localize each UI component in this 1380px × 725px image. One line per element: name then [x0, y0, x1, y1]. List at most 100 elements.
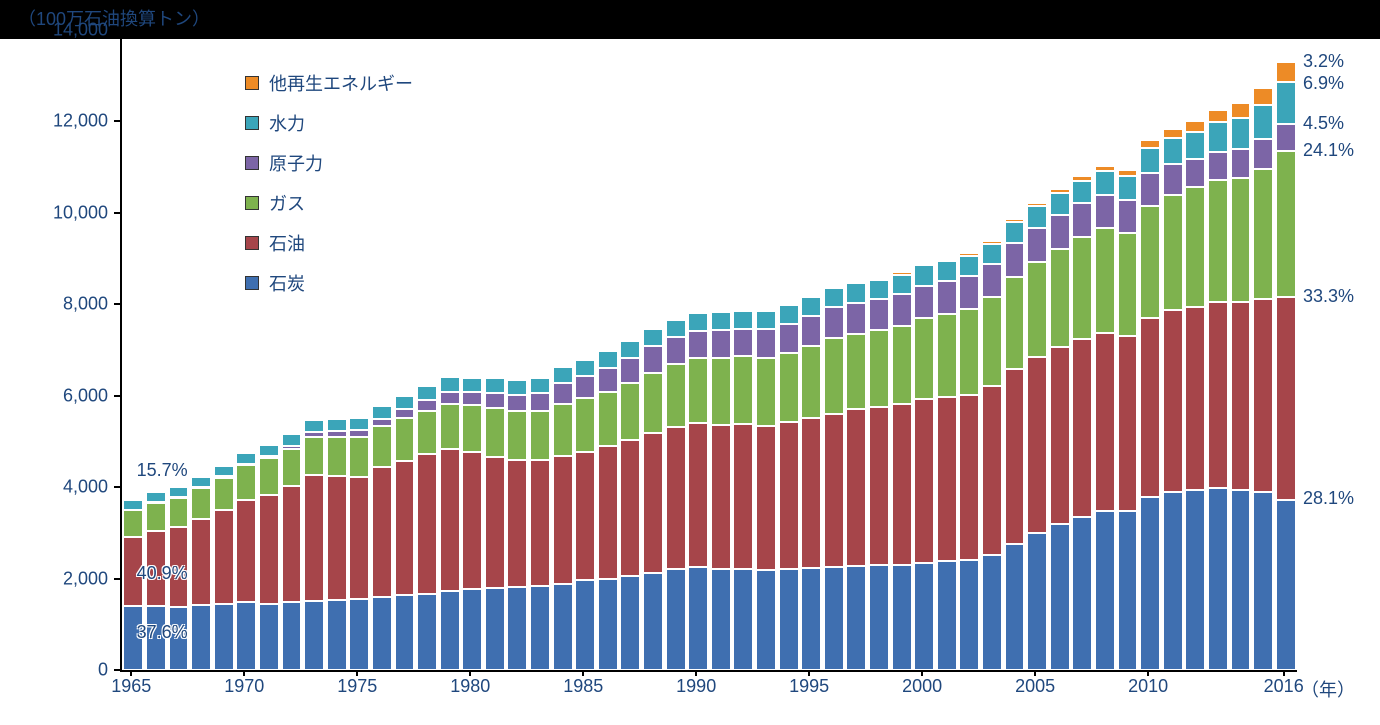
bar-segment-oil	[507, 460, 527, 587]
bar-segment-nuclear	[1050, 215, 1070, 249]
bar-segment-oil	[937, 397, 957, 561]
bar-segment-oil	[688, 423, 708, 567]
y-tick-label: 4,000	[0, 477, 108, 498]
legend-item: ガス	[245, 183, 413, 223]
bar-segment-oil	[959, 395, 979, 560]
bar-segment-nuclear	[779, 324, 799, 353]
bar-segment-nuclear	[462, 392, 482, 405]
bar-segment-nuclear	[530, 393, 550, 410]
bar-segment-oil	[1163, 310, 1183, 491]
bar-segment-oil	[485, 457, 505, 588]
bar-segment-nuclear	[304, 432, 324, 437]
bar-segment-gas	[327, 437, 347, 476]
legend-item: 他再生エネルギー	[245, 63, 413, 103]
bar-column	[282, 434, 302, 670]
bar-segment-gas	[1027, 262, 1047, 357]
bar-segment-coal	[914, 563, 934, 670]
bar-column	[959, 253, 979, 670]
bar-column	[553, 367, 573, 670]
bar-segment-gas	[643, 373, 663, 433]
bar-segment-nuclear	[733, 329, 753, 357]
bar-column	[688, 312, 708, 670]
bar-segment-nuclear	[711, 330, 731, 358]
bar-segment-gas	[824, 338, 844, 413]
bar-segment-other	[711, 310, 731, 312]
y-tick-label: 10,000	[0, 202, 108, 223]
bar-segment-other	[440, 375, 460, 377]
bar-segment-other	[553, 365, 573, 367]
legend: 他再生エネルギー水力原子力ガス石油石炭	[245, 63, 413, 303]
bar-column	[733, 309, 753, 670]
bar-column	[214, 466, 234, 670]
bar-segment-hydro	[236, 453, 256, 464]
bar-segment-gas	[937, 314, 957, 397]
bar-segment-oil	[1185, 307, 1205, 490]
bar-segment-oil	[530, 460, 550, 586]
bar-segment-hydro	[440, 377, 460, 391]
legend-label: 他再生エネルギー	[269, 70, 413, 96]
legend-label: 原子力	[269, 150, 323, 176]
bar-segment-nuclear	[1163, 164, 1183, 194]
bar-segment-hydro	[530, 378, 550, 394]
bar-segment-gas	[349, 437, 369, 477]
bar-segment-oil	[214, 510, 234, 603]
bar-segment-nuclear	[1095, 195, 1115, 228]
bar-segment-oil	[553, 456, 573, 584]
bar-segment-gas	[1140, 206, 1160, 318]
bar-segment-gas	[982, 297, 1002, 386]
bar-segment-hydro	[1072, 181, 1092, 203]
bar-segment-coal	[1005, 544, 1025, 670]
bar-segment-gas	[259, 458, 279, 495]
bar-segment-gas	[304, 437, 324, 475]
bar-segment-hydro	[553, 367, 573, 383]
bar-segment-nuclear	[846, 303, 866, 334]
bar-segment-other	[462, 376, 482, 378]
bar-segment-gas	[282, 449, 302, 486]
bar-segment-gas	[123, 510, 143, 537]
legend-swatch	[245, 276, 259, 290]
bar-segment-gas	[462, 405, 482, 452]
bar-segment-hydro	[1118, 176, 1138, 200]
bar-segment-coal	[666, 569, 686, 670]
bar-segment-oil	[440, 449, 460, 592]
bar-segment-oil	[1208, 302, 1228, 488]
bar-segment-coal	[892, 565, 912, 670]
bar-segment-hydro	[598, 351, 618, 367]
bar-column	[259, 445, 279, 670]
bar-segment-other	[1072, 176, 1092, 180]
bar-segment-gas	[733, 356, 753, 423]
bar-segment-hydro	[259, 445, 279, 456]
legend-swatch	[245, 236, 259, 250]
bar-segment-oil	[1050, 347, 1070, 524]
bar-segment-oil	[779, 422, 799, 569]
bar-segment-hydro	[575, 360, 595, 376]
bar-column	[1185, 121, 1205, 670]
bar-column	[575, 359, 595, 670]
bar-column	[1118, 170, 1138, 670]
bar-column	[1253, 88, 1273, 670]
bar-column	[666, 319, 686, 670]
bar-column	[914, 263, 934, 670]
bar-segment-gas	[507, 411, 527, 460]
legend-label: 水力	[269, 110, 305, 136]
x-tick-label: 1990	[676, 676, 716, 697]
y-tick-label: 12,000	[0, 111, 108, 132]
bar-segment-coal	[1231, 490, 1251, 670]
bar-segment-hydro	[1140, 148, 1160, 174]
bar-segment-hydro	[146, 492, 166, 502]
bar-segment-other	[756, 309, 776, 311]
bar-segment-nuclear	[1140, 173, 1160, 206]
bar-segment-hydro	[417, 386, 437, 400]
bar-segment-nuclear	[756, 329, 776, 358]
bar-segment-nuclear	[1005, 243, 1025, 277]
bar-segment-hydro	[914, 265, 934, 285]
bar-segment-gas	[1253, 169, 1273, 300]
bar-segment-nuclear	[1276, 124, 1296, 151]
bar-segment-gas	[417, 411, 437, 454]
bar-segment-nuclear	[1027, 228, 1047, 262]
bar-column	[982, 241, 1002, 670]
right-percentage-label: 4.5%	[1303, 113, 1344, 134]
bar-segment-coal	[1140, 497, 1160, 670]
bar-segment-oil	[643, 433, 663, 573]
y-tick-label: 2,000	[0, 568, 108, 589]
